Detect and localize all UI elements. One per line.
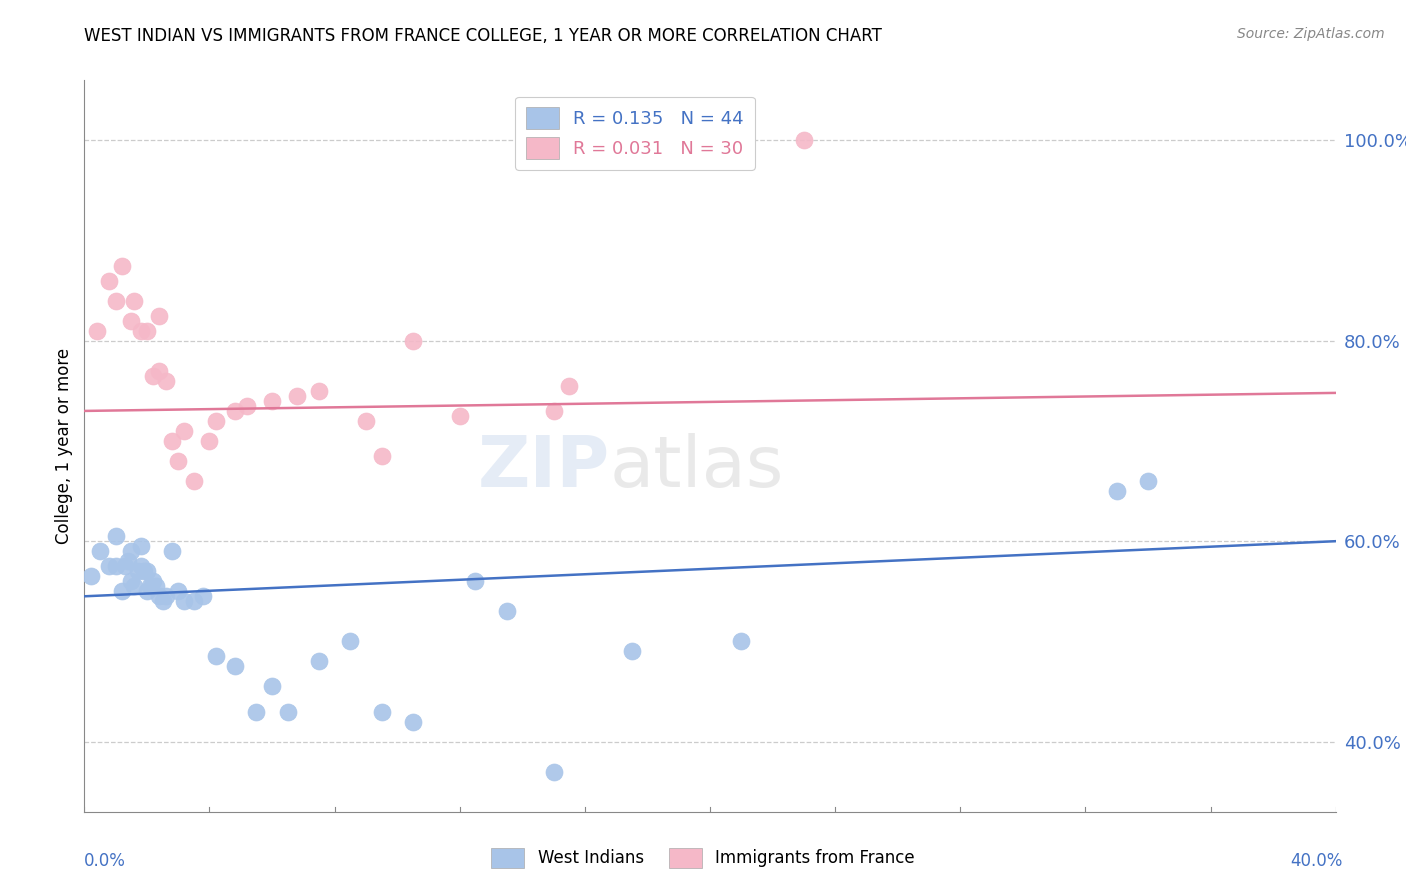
Point xyxy=(111,259,134,273)
Point xyxy=(117,554,139,568)
Point xyxy=(495,604,517,618)
Point xyxy=(129,559,152,574)
Point xyxy=(160,544,183,558)
Point xyxy=(730,634,752,648)
Point xyxy=(152,594,174,608)
Point xyxy=(193,589,215,603)
Point xyxy=(354,414,377,428)
Text: WEST INDIAN VS IMMIGRANTS FROM FRANCE COLLEGE, 1 YEAR OR MORE CORRELATION CHART: WEST INDIAN VS IMMIGRANTS FROM FRANCE CO… xyxy=(84,27,882,45)
Text: ZIP: ZIP xyxy=(478,434,610,502)
Legend: R = 0.135   N = 44, R = 0.031   N = 30: R = 0.135 N = 44, R = 0.031 N = 30 xyxy=(516,96,755,169)
Point xyxy=(308,384,330,398)
Point xyxy=(449,409,471,423)
Point xyxy=(183,474,205,488)
Point xyxy=(1136,474,1159,488)
Point xyxy=(160,434,183,448)
Point xyxy=(104,559,127,574)
Point xyxy=(224,659,246,673)
Point xyxy=(155,374,177,388)
Point xyxy=(183,594,205,608)
Point xyxy=(136,324,159,338)
Text: 40.0%: 40.0% xyxy=(1291,852,1343,870)
Point xyxy=(155,589,177,603)
Point xyxy=(1105,484,1128,499)
Point xyxy=(98,274,121,288)
Point xyxy=(142,368,165,383)
Point xyxy=(464,574,486,589)
Point xyxy=(236,399,259,413)
Text: Source: ZipAtlas.com: Source: ZipAtlas.com xyxy=(1237,27,1385,41)
Point xyxy=(262,680,284,694)
Point xyxy=(204,414,226,428)
Point xyxy=(224,404,246,418)
Point xyxy=(370,705,392,719)
Point xyxy=(339,634,361,648)
Point xyxy=(104,529,127,543)
Point xyxy=(793,133,815,147)
Point xyxy=(285,389,308,403)
Point xyxy=(129,539,152,553)
Point xyxy=(111,584,134,599)
Point xyxy=(120,574,142,589)
Point xyxy=(142,574,165,589)
Text: 0.0%: 0.0% xyxy=(84,852,127,870)
Point xyxy=(148,309,170,323)
Point xyxy=(132,564,155,578)
Point xyxy=(543,764,565,779)
Point xyxy=(620,644,643,658)
Point xyxy=(558,379,581,393)
Point xyxy=(370,449,392,463)
Point xyxy=(262,393,284,408)
Point xyxy=(198,434,221,448)
Text: atlas: atlas xyxy=(610,434,785,502)
Point xyxy=(104,293,127,308)
Point xyxy=(129,324,152,338)
Point xyxy=(98,559,121,574)
Point xyxy=(167,454,190,468)
Point xyxy=(124,293,146,308)
Point xyxy=(543,404,565,418)
Point xyxy=(89,544,111,558)
Point xyxy=(277,705,299,719)
Point xyxy=(167,584,190,599)
Point xyxy=(79,569,101,583)
Point xyxy=(124,579,146,593)
Point xyxy=(173,424,195,438)
Point xyxy=(136,564,159,578)
Point xyxy=(148,364,170,378)
Point xyxy=(308,655,330,669)
Point xyxy=(86,324,108,338)
Point xyxy=(402,334,425,348)
Point xyxy=(204,649,226,664)
Point xyxy=(245,705,267,719)
Legend: West Indians, Immigrants from France: West Indians, Immigrants from France xyxy=(484,841,922,875)
Point xyxy=(120,314,142,328)
Point xyxy=(145,579,167,593)
Point xyxy=(148,589,170,603)
Y-axis label: College, 1 year or more: College, 1 year or more xyxy=(55,348,73,544)
Point xyxy=(114,559,136,574)
Point xyxy=(173,594,195,608)
Point xyxy=(120,544,142,558)
Point xyxy=(139,579,162,593)
Point xyxy=(127,564,149,578)
Point xyxy=(402,714,425,729)
Point xyxy=(136,584,159,599)
